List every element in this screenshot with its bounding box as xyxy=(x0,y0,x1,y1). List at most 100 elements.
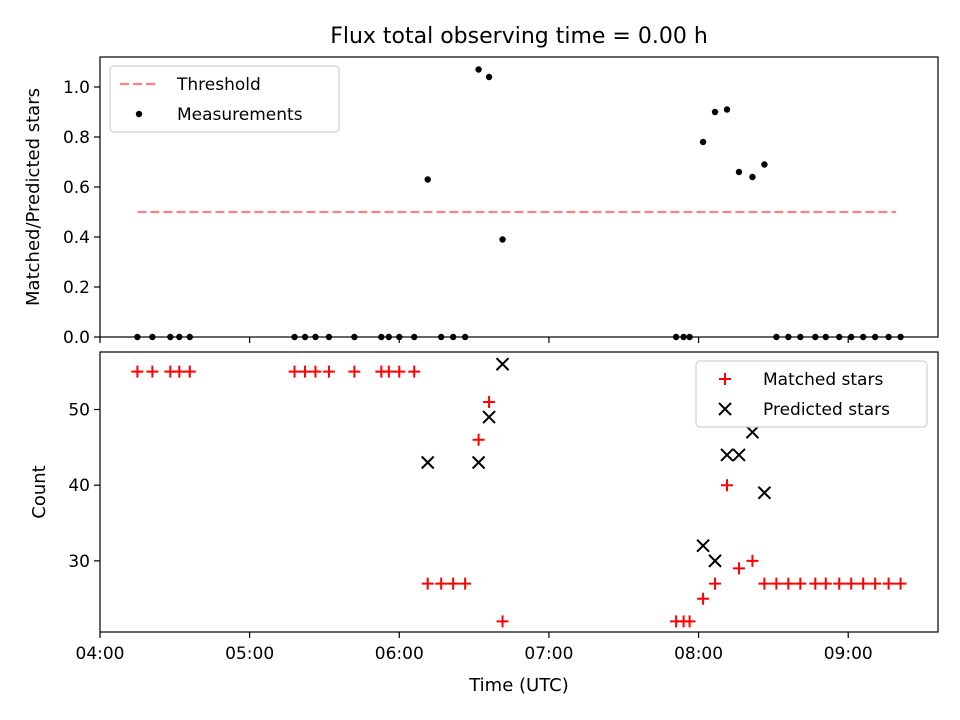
data-point xyxy=(176,333,183,341)
legend-marker xyxy=(135,110,143,118)
data-point xyxy=(758,577,771,590)
data-point xyxy=(697,592,710,605)
data-point xyxy=(385,333,393,341)
data-point xyxy=(131,365,144,378)
x-tick-label: 09:00 xyxy=(824,644,873,664)
data-point xyxy=(761,161,768,168)
data-point xyxy=(794,577,807,590)
y-tick-label: 30 xyxy=(68,552,90,572)
data-point xyxy=(301,333,309,341)
data-point xyxy=(449,333,457,341)
data-point xyxy=(809,577,822,590)
data-point xyxy=(732,562,745,575)
data-point xyxy=(475,66,482,73)
y-tick-label: 40 xyxy=(68,476,90,496)
data-point xyxy=(435,577,448,590)
series-predicted-stars xyxy=(421,357,772,568)
data-point xyxy=(499,236,506,243)
data-point xyxy=(836,333,843,341)
data-point xyxy=(393,365,406,378)
data-point xyxy=(812,333,819,341)
data-point xyxy=(845,577,858,590)
data-point xyxy=(711,108,719,116)
data-point xyxy=(288,365,301,378)
data-point xyxy=(773,333,780,341)
legend-marker xyxy=(719,373,731,385)
bottom-panel: 30 40 50 04:00 05:00 06:00 07:00 08:00 09:00 Matc… xyxy=(68,351,939,664)
x-tick-label: 05:00 xyxy=(225,644,274,664)
data-point xyxy=(437,333,445,341)
data-point xyxy=(735,168,743,176)
top-panel: 0.0 0.2 0.4 0.6 0.8 1.0 Threshold Measurements xyxy=(63,56,939,348)
data-point xyxy=(819,577,832,590)
x-tick-label: 04:00 xyxy=(76,644,125,664)
data-point xyxy=(871,333,879,341)
data-point xyxy=(859,333,867,341)
axes-frame xyxy=(99,56,939,338)
series-measurements xyxy=(134,66,904,341)
data-point xyxy=(134,333,141,341)
data-point xyxy=(382,365,395,378)
legend-label: Measurements xyxy=(177,105,303,125)
legend-box xyxy=(109,65,340,133)
chart-title: Flux total observing time = 0.00 h xyxy=(330,24,708,49)
data-point xyxy=(680,333,687,341)
data-point xyxy=(348,365,361,378)
data-point xyxy=(495,357,510,371)
legend-marker xyxy=(718,402,732,416)
data-point xyxy=(709,577,722,590)
top-ylabel: Matched/Predicted stars xyxy=(23,88,44,306)
data-point xyxy=(421,577,434,590)
data-point xyxy=(782,577,795,590)
data-point xyxy=(672,333,680,341)
data-point xyxy=(721,479,734,492)
data-point xyxy=(167,333,174,341)
data-point xyxy=(833,577,846,590)
data-point xyxy=(894,577,907,590)
data-point xyxy=(411,333,418,341)
data-point xyxy=(309,365,322,378)
data-point xyxy=(291,333,298,341)
legend-label: Predicted stars xyxy=(763,400,890,420)
data-point xyxy=(461,333,469,341)
data-point xyxy=(857,577,870,590)
data-point xyxy=(378,333,385,341)
data-point xyxy=(472,433,485,446)
data-point xyxy=(720,448,734,462)
data-point xyxy=(882,577,895,590)
data-point xyxy=(459,577,472,590)
data-point xyxy=(149,333,156,341)
data-point xyxy=(723,106,731,113)
data-point xyxy=(183,365,196,378)
x-tick-label: 08:00 xyxy=(674,644,723,664)
data-point xyxy=(885,333,892,341)
data-point xyxy=(186,333,193,341)
data-point xyxy=(897,333,904,341)
y-tick-label: 50 xyxy=(68,401,90,421)
legend: Matched stars Predicted stars xyxy=(695,360,928,428)
data-point xyxy=(424,176,431,183)
data-point xyxy=(471,455,486,470)
y-tick-label: 0.0 xyxy=(63,328,90,348)
data-point xyxy=(482,410,496,424)
data-point xyxy=(683,615,696,628)
data-point xyxy=(312,333,319,341)
data-point xyxy=(325,333,333,341)
data-point xyxy=(822,333,829,341)
axes-frame xyxy=(99,351,939,633)
legend-label: Threshold xyxy=(176,75,261,95)
x-tick-label: 07:00 xyxy=(524,644,573,664)
data-point xyxy=(322,365,335,378)
data-point xyxy=(299,365,312,378)
data-point xyxy=(869,577,882,590)
bottom-ylabel: Count xyxy=(29,465,50,518)
data-point xyxy=(146,365,159,378)
data-point xyxy=(351,333,358,341)
data-point xyxy=(749,173,756,181)
legend: Threshold Measurements xyxy=(109,65,340,133)
data-point xyxy=(421,455,435,470)
data-point xyxy=(686,333,693,341)
y-tick-label: 0.8 xyxy=(63,128,90,148)
data-point xyxy=(408,365,421,378)
data-point xyxy=(173,365,186,378)
